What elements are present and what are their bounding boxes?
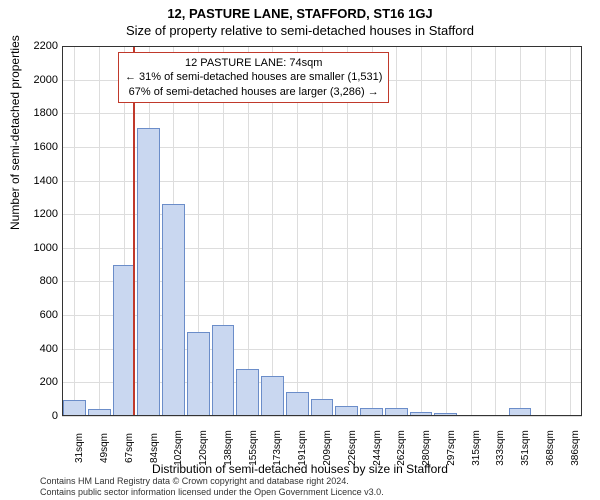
x-tick-label: 209sqm (322, 430, 333, 466)
x-tick-label: 67sqm (124, 433, 135, 463)
x-tick-label: 120sqm (198, 430, 209, 466)
y-tick-label: 1600 (34, 141, 58, 153)
chart-area: 12 PASTURE LANE: 74sqm ← 31% of semi-det… (62, 46, 582, 416)
x-tick-label: 155sqm (248, 430, 259, 466)
x-tick-label: 226sqm (347, 430, 358, 466)
x-tick-label: 386sqm (570, 430, 581, 466)
info-box: 12 PASTURE LANE: 74sqm ← 31% of semi-det… (118, 52, 389, 103)
x-tick-label: 84sqm (149, 433, 160, 463)
x-tick-label: 262sqm (396, 430, 407, 466)
y-tick-label: 600 (40, 309, 58, 321)
y-tick-label: 1800 (34, 107, 58, 119)
x-tick-label: 315sqm (471, 430, 482, 466)
x-tick-label: 173sqm (272, 430, 283, 466)
x-tick-label: 138sqm (223, 430, 234, 466)
x-tick-label: 351sqm (520, 430, 531, 466)
y-tick-label: 1400 (34, 175, 58, 187)
footer-line-1: Contains HM Land Registry data © Crown c… (40, 476, 384, 487)
x-tick-label: 191sqm (297, 430, 308, 466)
y-tick-label: 0 (52, 410, 58, 422)
x-tick-labels: 31sqm49sqm67sqm84sqm102sqm120sqm138sqm15… (62, 418, 582, 448)
y-tick-label: 2000 (34, 74, 58, 86)
info-line-3: 67% of semi-detached houses are larger (… (125, 85, 382, 99)
y-tick-label: 2200 (34, 40, 58, 52)
x-tick-label: 280sqm (421, 430, 432, 466)
y-tick-labels: 0200400600800100012001400160018002000220… (38, 46, 60, 416)
title-main: 12, PASTURE LANE, STAFFORD, ST16 1GJ (0, 0, 600, 21)
y-tick-label: 1200 (34, 208, 58, 220)
title-sub: Size of property relative to semi-detach… (0, 21, 600, 42)
y-tick-label: 200 (40, 376, 58, 388)
y-tick-label: 800 (40, 275, 58, 287)
gridline-h (62, 416, 582, 417)
info-line-1: 12 PASTURE LANE: 74sqm (125, 56, 382, 70)
y-tick-label: 400 (40, 343, 58, 355)
x-tick-label: 49sqm (99, 433, 110, 463)
footer-attribution: Contains HM Land Registry data © Crown c… (40, 476, 384, 498)
x-tick-label: 297sqm (446, 430, 457, 466)
y-axis-label: Number of semi-detached properties (8, 35, 22, 230)
y-tick-label: 1000 (34, 242, 58, 254)
x-tick-label: 333sqm (495, 430, 506, 466)
footer-line-2: Contains public sector information licen… (40, 487, 384, 498)
x-tick-label: 102sqm (173, 430, 184, 466)
x-tick-label: 244sqm (372, 430, 383, 466)
x-tick-label: 368sqm (545, 430, 556, 466)
x-tick-label: 31sqm (74, 433, 85, 463)
x-axis-label: Distribution of semi-detached houses by … (0, 462, 600, 476)
info-line-2: ← 31% of semi-detached houses are smalle… (125, 70, 382, 84)
